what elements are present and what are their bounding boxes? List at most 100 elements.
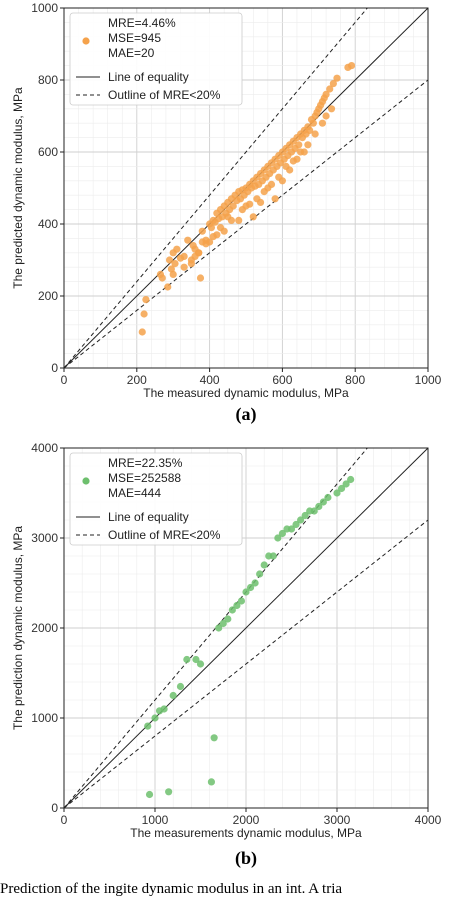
chart2-data-point [342,480,350,488]
chart1-xtick-label: 0 [61,373,68,387]
chart1-xtick-label: 1000 [415,373,442,387]
chart1-frame [63,7,429,369]
chart1-data-point [271,195,279,203]
chart2-legend-line-label: Outline of MRE<20% [108,528,221,542]
chart1-data-point [306,126,314,134]
chart2-ytick-label: 1000 [31,711,58,725]
figure-caption: Prediction of the ingite dynamic modulus… [0,881,342,897]
chart2-xtick-label: 2000 [233,813,260,827]
chart2-legend-metric: MAE=444 [108,486,161,500]
chart1-data-point [207,224,216,232]
chart2-data-point [301,511,309,520]
chart1-data-point [318,119,327,127]
chart1-data-point [235,216,243,224]
chart1-data-point [198,227,206,235]
chart2-data-point [151,714,159,722]
chart2-legend-line-label: Line of equality [108,510,189,524]
chart2-data-point [219,619,227,628]
chart1-data-point [249,213,257,221]
chart2-data-point [196,660,205,668]
chart2-data-point [242,588,250,596]
chart2-legend-metric: MSE=252588 [108,471,181,485]
chart1-data-point [165,256,174,264]
chart1-data-point [191,252,199,260]
chart2-data-point [251,579,259,587]
chart1-data-point [322,112,330,120]
chart1-mre-outline-line [64,79,428,368]
chart1-y-axis-label: The predicted dynamic modulus, MPa [11,87,25,289]
chart1-ytick-label: 1000 [31,1,58,15]
chart1-xtick-label: 400 [200,373,220,387]
chart2-data-point [160,705,168,713]
chart2-data-point [315,502,323,511]
chart1-legend-box [69,12,243,106]
chart2-data-point [192,655,200,664]
chart1-data-point [169,270,177,278]
chart2-xtick-label: 0 [61,813,68,827]
chart1-data-point [289,157,297,165]
chart1-data-point [206,238,214,246]
chart1-mre-outline-line [64,8,368,368]
chart1-ytick-label: 200 [38,289,58,303]
chart2-data-point [324,493,332,502]
chart1-data-point [253,195,261,203]
chart1-data-point [142,296,150,304]
chart2-x-axis-label: The measurements dynamic modulus, MPa [130,826,362,840]
chart2-panel-label: (b) [235,848,257,869]
chart2-xtick-label: 1000 [142,813,169,827]
chart2-data-point [176,682,185,691]
chart2-data-point [237,597,246,605]
chart2-data-point [347,475,355,484]
chart1-xtick-label: 800 [345,373,365,387]
chart1-data-point [322,90,330,98]
chart1-data-point [164,283,172,291]
chart1-xtick-label: 200 [127,373,147,387]
chart1-data-point [229,202,237,210]
chart2-ytick-label: 4000 [31,441,58,455]
chart1-data-point [333,74,341,82]
chart1-data-point [158,274,166,282]
chart2-data-point [278,529,286,538]
chart2-data-point [224,615,232,623]
chart2-data-point [260,561,268,569]
chart1-ytick-label: 600 [38,145,58,159]
chart2-data-point [292,520,300,529]
chart1-data-point [311,130,319,138]
chart1-data-point [140,310,148,318]
chart2-data-point [256,570,264,578]
chart1-data-point [196,274,205,282]
chart1-data-point [309,119,317,127]
chart1-data-point [327,105,336,113]
chart1-data-point [171,260,179,268]
chart1-data-point [227,216,236,224]
chart2-data-point [183,655,191,664]
chart1-xtick-label: 600 [272,373,292,387]
chart1-panel-label: (a) [236,404,257,425]
chart1-legend-metric: MAE=20 [108,46,155,60]
chart1-data-point [275,173,283,181]
chart2-data-point [215,624,223,632]
chart2-data-point [144,722,152,730]
chart1-data-point [297,148,305,156]
chart1-data-point [220,227,228,235]
chart2-ytick-label: 0 [51,801,58,815]
chart1-data-point [267,180,276,188]
chart2-data-point [337,484,346,493]
chart2-equality-line [64,448,428,808]
chart2-points-group [144,475,355,799]
chart1-data-point [282,162,290,170]
chart2-data-point [287,525,296,533]
chart1-ytick-label: 400 [38,217,58,231]
chart1-legend-metric: MSE=945 [108,31,161,45]
chart2-y-axis-label: The prediction dynamic modulus, MPa [11,526,25,730]
chart2-data-point [246,583,255,592]
chart2-ytick-label: 2000 [31,621,58,635]
chart2-legend-box [69,452,243,546]
chart1-legend-line-label: Line of equality [108,70,189,84]
chart1-data-point [173,245,181,253]
chart2-data-point [319,498,327,506]
chart2-mre-outline-line [64,519,428,808]
chart2-data-point [269,552,277,560]
chart1-legend-point-marker [82,37,90,45]
chart1-data-point [326,85,334,93]
